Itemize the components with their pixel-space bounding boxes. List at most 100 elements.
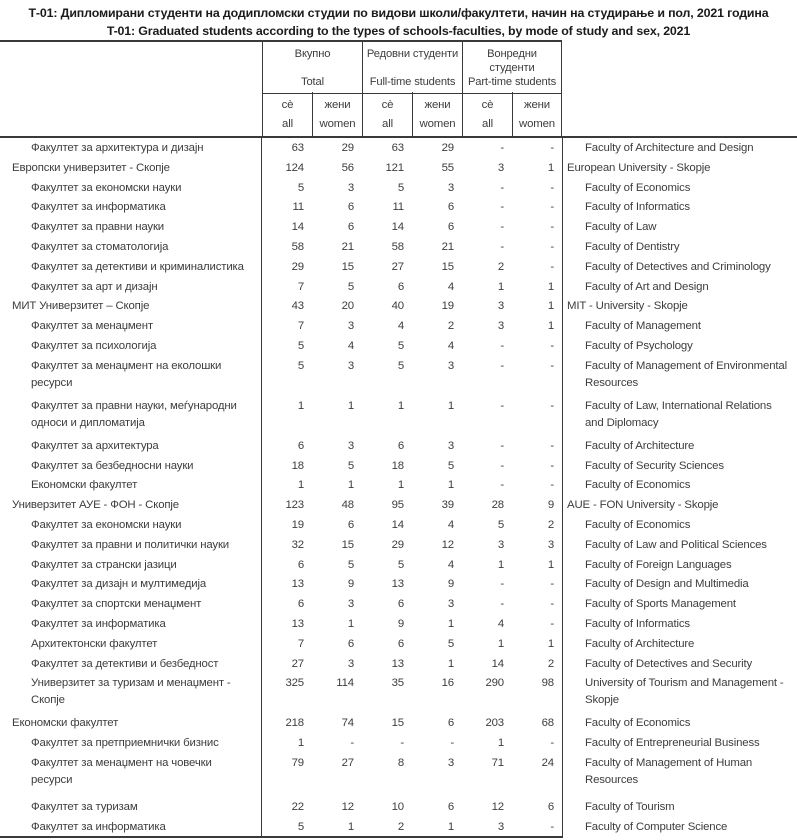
- value-fulltime-women: 6: [447, 800, 454, 813]
- value-total-women: 21: [341, 240, 355, 253]
- value-total-all: 43: [291, 300, 305, 313]
- value-total-women: 5: [347, 280, 354, 293]
- table-row: Факултет за информатика 5 1 2 1 3 - Facu…: [0, 816, 797, 838]
- value-total-all: 7: [297, 320, 304, 333]
- column-group-total: Вкупно Total: [262, 40, 362, 94]
- value-total-all: 5: [262, 817, 312, 838]
- value-fulltime-all: 1: [397, 479, 404, 492]
- value-fulltime-women: 1: [447, 657, 454, 670]
- value-fulltime-all: 121: [385, 161, 404, 174]
- faculty-name-mk: Европски универзитет - Скопје: [0, 157, 262, 178]
- faculty-name-en: Faculty of Law, International Relations …: [562, 395, 797, 436]
- value-total-women: 48: [341, 499, 355, 512]
- value-fulltime-women: 39: [441, 499, 455, 512]
- faculty-name-en: Faculty of Economics: [562, 713, 797, 734]
- value-total-women: 5: [347, 558, 354, 571]
- faculty-name-en: Faculty of Economics: [562, 514, 797, 535]
- value-parttime-women: -: [550, 399, 554, 412]
- table-row: Факултет за архитектура и дизајн 63 29 6…: [0, 138, 797, 158]
- value-total-women: 1: [347, 617, 354, 630]
- subheader-label-mk: жени: [523, 99, 550, 111]
- value-total-women: 74: [341, 717, 355, 730]
- value-total-all: 5: [297, 359, 304, 372]
- value-total-all: 58: [291, 240, 305, 253]
- column-group-fulltime: Редовни студенти Full-time students: [362, 40, 462, 94]
- value-parttime-all: 3: [497, 538, 504, 551]
- faculty-name-mk: Факултет за претприемнички бизнис: [0, 733, 262, 753]
- subheader-fulltime-women: жени women: [412, 92, 462, 136]
- value-parttime-all: 1: [497, 558, 504, 571]
- value-parttime-women: -: [550, 479, 554, 492]
- faculty-name-mk: Факултет за стоматологија: [0, 236, 262, 257]
- table-row: Економски факултет 218 74 15 6 203 68 Fa…: [0, 713, 797, 734]
- value-total-women: 15: [341, 260, 355, 273]
- value-fulltime-all: 6: [397, 280, 404, 293]
- faculty-name-en: Faculty of Psychology: [562, 335, 797, 356]
- value-total-women: 3: [347, 359, 354, 372]
- table-row: Факултет за спортски менаџмент 6 3 6 3 -…: [0, 594, 797, 614]
- value-total-all: 1: [297, 737, 304, 750]
- table-row: Факултет за менаџмент 7 3 4 2 3 1 Facult…: [0, 316, 797, 336]
- faculty-name-en: Faculty of Sports Management: [562, 594, 797, 614]
- value-total-women: 3: [347, 181, 354, 194]
- value-parttime-all: 28: [491, 499, 505, 512]
- value-parttime-women: 1: [547, 161, 554, 174]
- value-fulltime-women: 15: [441, 260, 455, 273]
- subheader-label-en: women: [319, 118, 356, 130]
- table-row: Факултет за правни науки, меѓународни од…: [0, 395, 797, 436]
- value-fulltime-all: 5: [397, 359, 404, 372]
- value-total-women: 3: [347, 657, 354, 670]
- value-fulltime-women: 29: [441, 142, 455, 154]
- faculty-name-mk: Факултет за правни и политички науки: [0, 534, 262, 555]
- faculty-name-mk: МИТ Универзитет – Скопје: [0, 296, 262, 317]
- value-parttime-all: -: [500, 578, 504, 591]
- value-fulltime-all: 11: [392, 201, 404, 214]
- subheader-label-en: women: [519, 118, 555, 130]
- subheader-label-mk: сè: [381, 99, 394, 111]
- subheader-label-en: all: [282, 118, 293, 130]
- value-total-all: 79: [291, 756, 305, 769]
- faculty-name-mk: Факултет за правни науки: [0, 217, 262, 237]
- subheader-label-mk: сè: [481, 99, 494, 111]
- value-parttime-all: 3: [497, 320, 504, 333]
- value-fulltime-all: 40: [391, 300, 405, 313]
- value-fulltime-all: 6: [397, 637, 404, 650]
- value-parttime-all: -: [500, 142, 504, 154]
- value-fulltime-all: 10: [391, 800, 405, 813]
- value-parttime-all: 1: [497, 737, 504, 750]
- name-column-spacer: [0, 92, 262, 136]
- faculty-name-en: MIT - University - Skopje: [562, 296, 797, 317]
- value-parttime-women: 2: [547, 657, 554, 670]
- value-fulltime-women: 1: [447, 399, 454, 412]
- value-fulltime-all: 14: [391, 221, 405, 234]
- table-row: Економски факултет 1 1 1 1 - - Faculty o…: [0, 475, 797, 496]
- faculty-name-mk: Факултет за информатика: [0, 816, 262, 838]
- value-total-women: 56: [341, 161, 355, 174]
- value-total-women: 114: [336, 677, 354, 690]
- faculty-name-mk: Факултет за информатика: [0, 197, 262, 218]
- faculty-name-en: Faculty of Security Sciences: [562, 455, 797, 476]
- value-total-women: 4: [347, 339, 354, 352]
- table-row: Факултет за претприемнички бизнис 1 - - …: [0, 733, 797, 753]
- value-fulltime-women: 4: [447, 339, 454, 352]
- value-parttime-all: 1: [497, 637, 504, 650]
- subheader-label-mk: сè: [281, 99, 294, 111]
- value-fulltime-women: 3: [447, 181, 454, 194]
- faculty-name-en: Faculty of Management of Environmental R…: [562, 355, 797, 396]
- value-parttime-all: 4: [497, 617, 504, 630]
- value-total-all: 7: [297, 280, 304, 293]
- value-fulltime-women: 3: [447, 439, 454, 452]
- value-parttime-women: 3: [547, 538, 554, 551]
- faculty-name-mk: Универзитет АУЕ - ФОН - Скопје: [0, 495, 262, 515]
- value-fulltime-women: 21: [441, 240, 455, 253]
- value-parttime-women: -: [550, 339, 554, 352]
- value-total-all: 1: [297, 399, 304, 412]
- table-row: Универзитет АУЕ - ФОН - Скопје 123 48 95…: [0, 495, 797, 515]
- column-group-label-mk: Вонредни студенти: [487, 48, 537, 74]
- faculty-name-mk: Факултет за психологија: [0, 335, 262, 356]
- name-column-spacer: [0, 40, 262, 94]
- value-total-all: 32: [291, 538, 305, 551]
- column-group-label-en: Part-time students: [467, 76, 557, 88]
- value-total-women: 6: [347, 637, 354, 650]
- faculty-name-en: Faculty of Architecture: [562, 435, 797, 456]
